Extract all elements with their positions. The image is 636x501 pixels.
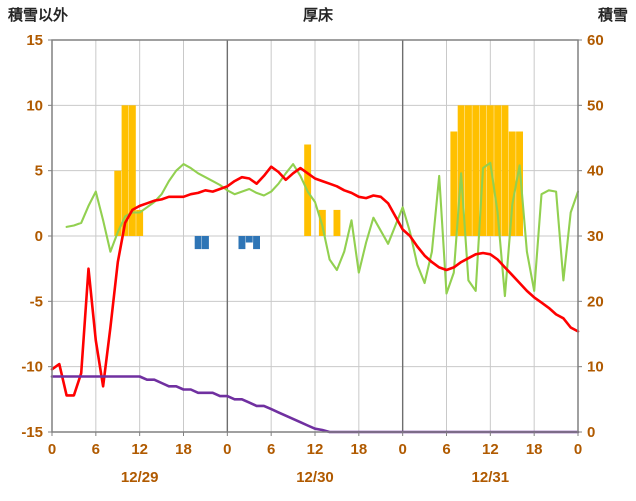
svg-text:0: 0 [574,441,582,458]
svg-text:18: 18 [350,441,367,458]
svg-text:6: 6 [442,441,450,458]
svg-text:40: 40 [587,163,604,180]
svg-text:6: 6 [92,441,100,458]
svg-text:12: 12 [307,441,324,458]
svg-text:18: 18 [175,441,192,458]
svg-text:12/30: 12/30 [296,469,334,486]
svg-text:20: 20 [587,293,604,310]
svg-text:0: 0 [223,441,231,458]
svg-text:0: 0 [587,424,595,441]
svg-text:18: 18 [526,441,543,458]
svg-text:0: 0 [398,441,406,458]
svg-text:12/29: 12/29 [121,469,159,486]
svg-text:6: 6 [267,441,275,458]
svg-text:15: 15 [26,32,43,49]
svg-text:-5: -5 [30,293,43,310]
svg-text:60: 60 [587,32,604,49]
svg-text:0: 0 [35,228,43,245]
svg-text:12: 12 [131,441,148,458]
svg-text:10: 10 [587,359,604,376]
svg-text:12/31: 12/31 [472,469,510,486]
svg-text:0: 0 [48,441,56,458]
svg-text:50: 50 [587,97,604,114]
svg-text:10: 10 [26,97,43,114]
svg-text:30: 30 [587,228,604,245]
svg-text:5: 5 [35,163,43,180]
svg-text:12: 12 [482,441,499,458]
svg-text:-10: -10 [21,359,43,376]
svg-text:-15: -15 [21,424,43,441]
